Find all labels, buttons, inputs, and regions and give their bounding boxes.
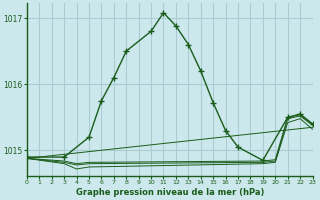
X-axis label: Graphe pression niveau de la mer (hPa): Graphe pression niveau de la mer (hPa) [76,188,264,197]
